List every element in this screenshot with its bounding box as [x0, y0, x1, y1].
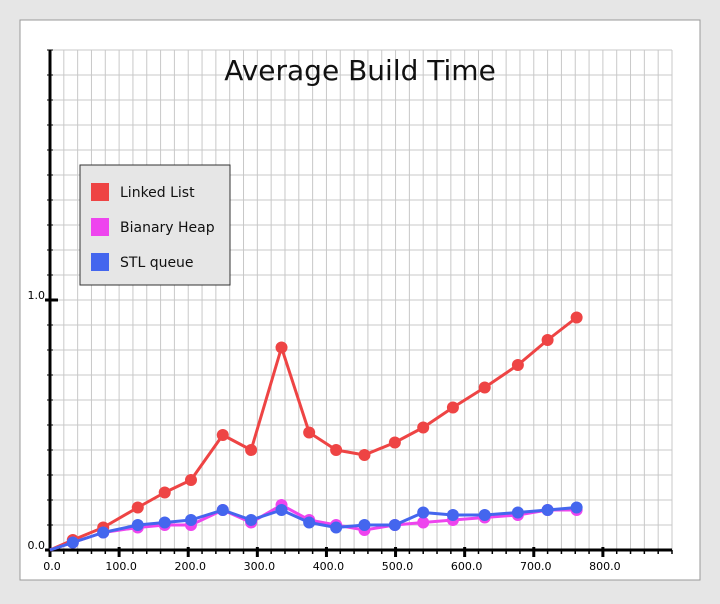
data-point	[478, 509, 491, 521]
data-point	[245, 444, 258, 456]
data-point	[275, 504, 288, 516]
data-point	[446, 509, 459, 521]
x-tick-label: 100.0	[105, 560, 137, 573]
legend-swatch	[91, 218, 109, 236]
data-point	[417, 421, 430, 434]
data-point	[245, 514, 258, 526]
data-point	[275, 341, 288, 354]
chart-title: Average Build Time	[224, 54, 496, 87]
data-point	[131, 501, 144, 514]
data-point	[417, 506, 430, 519]
data-point	[97, 526, 110, 539]
data-point	[216, 504, 229, 516]
data-point	[358, 449, 371, 461]
legend-swatch	[91, 183, 109, 201]
data-point	[358, 519, 371, 531]
data-point	[330, 521, 343, 534]
data-point	[570, 311, 583, 324]
data-point	[303, 426, 316, 439]
x-tick-label: 500.0	[382, 560, 414, 573]
data-point	[570, 501, 583, 514]
data-point	[66, 536, 79, 549]
y-tick-label: 0.0	[28, 539, 46, 552]
legend-swatch	[91, 253, 109, 271]
legend-label: Bianary Heap	[120, 220, 215, 236]
x-tick-label: 0.0	[43, 560, 61, 573]
data-point	[303, 516, 316, 529]
data-point	[478, 381, 491, 394]
data-point	[216, 429, 229, 441]
series-layer	[49, 311, 583, 552]
data-point	[184, 514, 197, 526]
data-point	[184, 474, 197, 486]
data-point	[446, 401, 459, 414]
legend: Linked List Bianary Heap STL queue	[79, 164, 231, 286]
x-tick-label: 300.0	[244, 560, 276, 573]
series-stl-queue	[49, 501, 583, 552]
data-point	[511, 359, 524, 371]
x-tick-label: 400.0	[313, 560, 345, 573]
data-point	[330, 444, 343, 456]
x-tick-label: 600.0	[451, 560, 483, 573]
legend-label: Linked List	[120, 185, 195, 201]
data-point	[541, 334, 554, 346]
data-point	[388, 519, 401, 531]
grid	[49, 49, 673, 551]
data-point	[541, 504, 554, 516]
y-tick-label: 1.0	[28, 289, 46, 302]
data-point	[158, 516, 171, 529]
x-tick-label: 200.0	[174, 560, 206, 573]
data-point	[131, 519, 144, 531]
data-point	[417, 516, 430, 529]
data-point	[511, 506, 524, 519]
data-point	[158, 486, 171, 499]
data-point	[388, 436, 401, 449]
x-tick-label: 800.0	[589, 560, 621, 573]
legend-label: STL queue	[120, 255, 194, 271]
x-tick-label: 700.0	[520, 560, 552, 573]
